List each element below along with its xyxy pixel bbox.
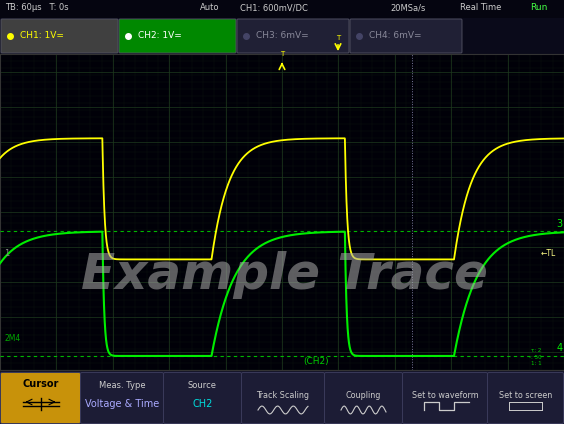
Text: 4: 4 <box>556 343 562 353</box>
FancyBboxPatch shape <box>324 373 403 424</box>
Text: τ: 2
-: 50
1: 1: τ: 2 -: 50 1: 1 <box>529 349 541 366</box>
Text: Set to waveform: Set to waveform <box>412 391 478 399</box>
Text: Cursor: Cursor <box>23 379 59 389</box>
Text: 3: 3 <box>556 218 562 229</box>
Text: Auto: Auto <box>200 3 219 12</box>
FancyBboxPatch shape <box>350 19 462 53</box>
Text: Meas. Type: Meas. Type <box>99 382 146 391</box>
FancyBboxPatch shape <box>1 373 81 424</box>
Text: Set to screen: Set to screen <box>499 391 552 399</box>
Text: ←TL: ←TL <box>540 248 556 258</box>
Bar <box>0 0 564 18</box>
FancyBboxPatch shape <box>1 19 118 53</box>
Text: Real Time: Real Time <box>460 3 501 12</box>
FancyBboxPatch shape <box>403 373 487 424</box>
Text: CH4: 6mV=: CH4: 6mV= <box>369 31 421 41</box>
Text: 20MSa/s: 20MSa/s <box>390 3 425 12</box>
Text: T: T <box>336 35 340 41</box>
Text: 2Μ4: 2Μ4 <box>5 334 21 343</box>
Text: Cursor: Cursor <box>4 374 32 383</box>
FancyBboxPatch shape <box>241 373 324 424</box>
Text: CH2: 1V=: CH2: 1V= <box>138 31 182 41</box>
Text: Run: Run <box>530 3 548 12</box>
Bar <box>0 18 564 54</box>
Text: Coupling: Coupling <box>346 391 381 399</box>
Text: TB: 60µs   T: 0s: TB: 60µs T: 0s <box>5 3 69 12</box>
FancyBboxPatch shape <box>237 19 349 53</box>
Text: CH2: CH2 <box>192 399 213 409</box>
FancyBboxPatch shape <box>164 373 241 424</box>
Text: Voltage & Time: Voltage & Time <box>85 399 159 409</box>
Text: Track Scaling: Track Scaling <box>257 391 310 399</box>
FancyBboxPatch shape <box>487 373 563 424</box>
Text: T: T <box>280 51 284 57</box>
Text: CH1: 1V=: CH1: 1V= <box>20 31 64 41</box>
FancyBboxPatch shape <box>119 19 236 53</box>
Text: CH1: 600mV/DC: CH1: 600mV/DC <box>240 3 308 12</box>
Text: 1: 1 <box>5 248 10 258</box>
FancyBboxPatch shape <box>81 373 164 424</box>
Text: Example Trace: Example Trace <box>81 251 488 299</box>
Text: CH3: 6mV=: CH3: 6mV= <box>256 31 309 41</box>
Text: (CH2): (CH2) <box>303 357 329 366</box>
Text: Source: Source <box>188 382 217 391</box>
